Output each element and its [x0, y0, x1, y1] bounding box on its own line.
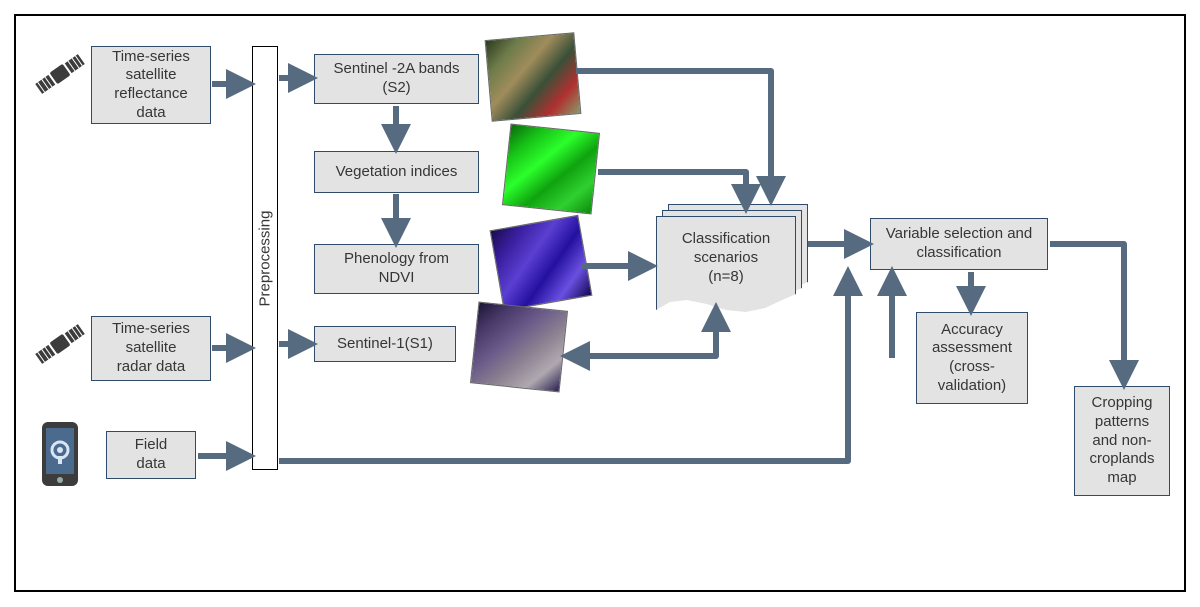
node-label: Sentinel -2A bands(S2)	[334, 60, 460, 98]
node-sentinel1: Sentinel-1(S1)	[314, 326, 456, 362]
node-field-data: Fielddata	[106, 431, 196, 479]
node-label: Variable selection andclassification	[886, 225, 1032, 263]
thumbnail-vegetation	[502, 124, 600, 215]
node-s2-bands: Sentinel -2A bands(S2)	[314, 54, 479, 104]
node-label: Croppingpatternsand non-croplandsmap	[1089, 394, 1154, 488]
node-label: Classificationscenarios(n=8)	[656, 230, 796, 286]
satellite-icon	[32, 316, 88, 372]
node-preprocessing: Preprocessing	[252, 46, 278, 470]
satellite-icon	[32, 46, 88, 102]
thumbnail-s1	[470, 302, 568, 393]
node-output-map: Croppingpatternsand non-croplandsmap	[1074, 386, 1170, 496]
node-label: Vegetation indices	[336, 163, 458, 182]
node-label: Phenology fromNDVI	[344, 250, 449, 288]
node-reflectance: Time-seriessatellitereflectancedata	[91, 46, 211, 124]
node-phenology: Phenology fromNDVI	[314, 244, 479, 294]
phone-icon	[38, 420, 82, 488]
node-label: Sentinel-1(S1)	[337, 335, 433, 354]
node-radar: Time-seriessatelliteradar data	[91, 316, 211, 381]
node-variable-selection: Variable selection andclassification	[870, 218, 1048, 270]
node-label: Fielddata	[135, 436, 168, 474]
node-label: Time-seriessatelliteradar data	[112, 320, 190, 376]
node-classification-scenarios: Classificationscenarios(n=8)	[656, 216, 806, 326]
node-accuracy-assessment: Accuracyassessment(cross-validation)	[916, 312, 1028, 404]
thumbnail-phenology	[490, 215, 593, 311]
node-label: Time-seriessatellitereflectancedata	[112, 48, 190, 123]
node-label: Preprocessing	[257, 210, 274, 306]
node-label: Accuracyassessment(cross-validation)	[932, 321, 1012, 396]
thumbnail-s2	[485, 32, 582, 122]
node-vegetation-indices: Vegetation indices	[314, 151, 479, 193]
